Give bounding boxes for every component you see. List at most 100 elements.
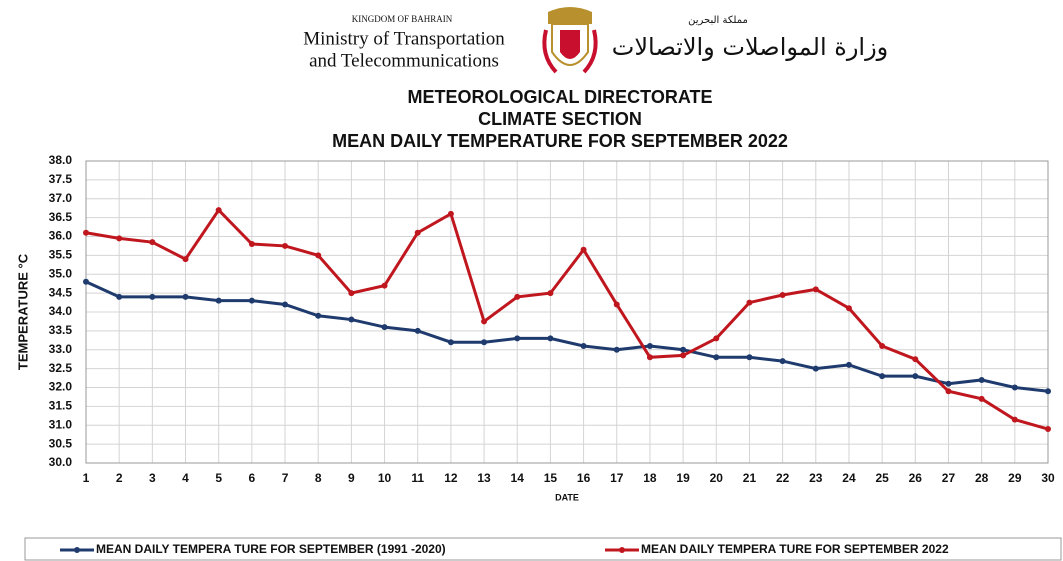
chart-title: CLIMATE SECTION <box>478 109 642 129</box>
point <box>779 292 786 299</box>
x-tick-label: 2 <box>116 471 123 485</box>
x-tick-label: 10 <box>378 471 392 485</box>
y-tick-label: 35.0 <box>49 266 73 280</box>
x-tick-label: 12 <box>444 471 458 485</box>
x-tick-label: 1 <box>83 471 90 485</box>
point <box>580 246 587 253</box>
point <box>481 318 488 325</box>
point <box>447 210 454 217</box>
point <box>879 373 886 380</box>
point <box>978 395 985 402</box>
x-tick-label: 8 <box>315 471 322 485</box>
point <box>83 278 89 285</box>
point <box>1011 416 1018 423</box>
point <box>680 352 687 359</box>
legend-box <box>24 537 1062 561</box>
point <box>215 297 222 304</box>
plot-border <box>85 160 1049 464</box>
x-tick-label: 29 <box>1008 471 1022 485</box>
x-tick-label: 13 <box>477 471 491 485</box>
x-tick-label: 19 <box>676 471 690 485</box>
y-tick-label: 33.5 <box>49 323 73 337</box>
x-tick-label: 25 <box>875 471 889 485</box>
x-tick-label: 18 <box>643 471 657 485</box>
point <box>414 229 421 236</box>
kingdom-label-ar: مملكة البحرين <box>688 15 748 26</box>
point <box>315 252 322 259</box>
y-tick-label: 34.5 <box>49 285 73 299</box>
x-tick-label: 26 <box>909 471 923 485</box>
point <box>879 342 886 349</box>
point <box>978 376 985 383</box>
x-tick-label: 9 <box>348 471 355 485</box>
y-tick-label: 34.0 <box>49 304 73 318</box>
y-tick-label: 37.0 <box>49 191 73 205</box>
point <box>514 293 521 300</box>
x-tick-label: 24 <box>842 471 856 485</box>
point <box>945 388 952 395</box>
point <box>547 335 554 342</box>
emblem <box>542 7 598 74</box>
y-tick-label: 35.5 <box>49 248 73 262</box>
legend-label: MEAN DAILY TEMPERA TURE FOR SEPTEMBER (1… <box>96 542 446 556</box>
x-tick-label: 7 <box>282 471 289 485</box>
point <box>547 290 554 297</box>
y-tick-label: 32.5 <box>49 361 73 375</box>
point <box>812 286 819 293</box>
y-tick-label: 31.0 <box>49 417 73 431</box>
point <box>447 339 454 346</box>
y-tick-label: 38.0 <box>49 153 73 167</box>
point <box>149 293 156 300</box>
point <box>116 235 123 242</box>
point <box>746 354 753 361</box>
x-tick-label: 20 <box>710 471 724 485</box>
point <box>514 335 521 342</box>
point <box>1045 388 1051 395</box>
point <box>779 358 786 365</box>
x-tick-label: 30 <box>1041 471 1055 485</box>
x-tick-label: 5 <box>215 471 222 485</box>
point <box>746 299 753 306</box>
point <box>248 241 255 248</box>
ministry-name-ar: وزارة المواصلات والاتصالات <box>612 33 889 61</box>
ministry-name: and Telecommunications <box>309 50 499 71</box>
x-tick-label: 21 <box>743 471 757 485</box>
point <box>613 346 620 353</box>
y-tick-label: 36.0 <box>49 229 73 243</box>
point <box>680 346 687 353</box>
y-tick-label: 30.0 <box>49 455 73 469</box>
point <box>116 293 123 300</box>
point <box>348 316 355 323</box>
point <box>315 312 322 319</box>
series-line <box>85 280 1049 393</box>
point <box>945 380 952 387</box>
y-tick-label: 31.5 <box>49 399 73 413</box>
legend-label: MEAN DAILY TEMPERA TURE FOR SEPTEMBER 20… <box>641 542 949 556</box>
point <box>381 324 388 331</box>
point <box>912 356 919 363</box>
x-tick-label: 4 <box>182 471 189 485</box>
point <box>1011 384 1018 391</box>
point <box>414 327 421 334</box>
x-tick-label: 27 <box>942 471 956 485</box>
legend-marker <box>74 547 80 553</box>
ministry-name: Ministry of Transportation <box>303 28 505 49</box>
point <box>381 282 388 289</box>
point <box>713 354 720 361</box>
point <box>580 342 587 349</box>
x-tick-label: 28 <box>975 471 989 485</box>
point <box>912 373 919 380</box>
x-tick-label: 14 <box>511 471 525 485</box>
point <box>182 256 189 263</box>
point <box>282 242 289 249</box>
x-tick-label: 22 <box>776 471 790 485</box>
point <box>348 290 355 297</box>
point <box>713 335 720 342</box>
x-tick-label: 6 <box>249 471 256 485</box>
point <box>149 239 156 246</box>
point <box>613 301 620 308</box>
point <box>215 207 222 214</box>
x-tick-label: 11 <box>411 471 424 485</box>
point <box>1045 426 1051 433</box>
